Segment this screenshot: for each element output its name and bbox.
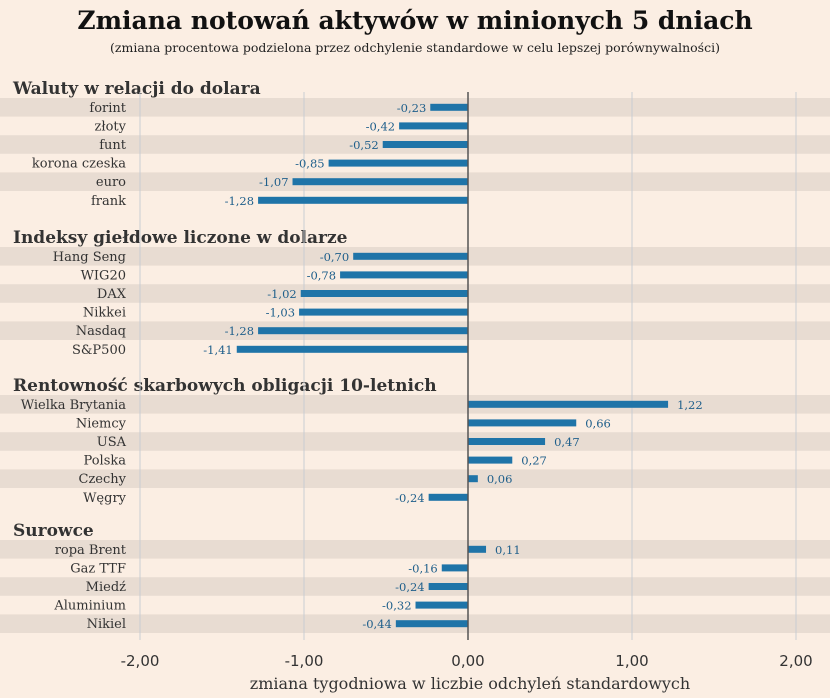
bar — [395, 620, 468, 628]
category-label: Węgry — [83, 491, 127, 506]
bar — [328, 159, 468, 167]
bar — [236, 345, 468, 353]
value-label: -0,16 — [408, 561, 438, 575]
category-label: funt — [99, 138, 127, 153]
row-band — [0, 98, 830, 117]
bar — [468, 545, 487, 553]
category-label: Miedź — [86, 580, 126, 595]
bar — [430, 103, 468, 111]
value-label: -1,03 — [266, 306, 296, 320]
bar — [428, 583, 468, 590]
bar — [399, 122, 468, 130]
bar — [292, 178, 468, 186]
bar — [415, 601, 468, 609]
category-label: WIG20 — [81, 268, 126, 283]
value-label: -0,70 — [320, 250, 350, 264]
category-label: Polska — [83, 454, 126, 469]
bar — [258, 196, 468, 204]
value-label: -0,42 — [366, 119, 396, 133]
row-band — [0, 540, 830, 559]
bar — [441, 564, 468, 572]
value-label: -0,24 — [395, 491, 425, 505]
value-label: -0,32 — [382, 599, 412, 613]
group-heading: Surowce — [13, 521, 94, 541]
group-heading: Waluty w relacji do dolara — [12, 79, 261, 99]
value-label: -0,24 — [395, 580, 425, 594]
bar — [428, 493, 468, 501]
category-label: euro — [96, 175, 126, 190]
category-label: Gaz TTF — [70, 561, 126, 576]
row-band — [0, 469, 830, 488]
category-label: Aluminium — [53, 599, 126, 614]
bar — [299, 308, 468, 316]
bar — [468, 475, 478, 483]
x-tick-label: 0,00 — [451, 652, 484, 670]
x-tick-label: -2,00 — [121, 652, 160, 670]
value-label: 0,66 — [585, 416, 611, 430]
bar — [468, 438, 546, 445]
category-label: korona czeska — [32, 157, 126, 172]
category-label: Hang Seng — [53, 250, 126, 265]
x-axis-label: zmiana tygodniowa w liczbie odchyleń sta… — [249, 674, 691, 693]
value-label: -1,28 — [225, 324, 255, 338]
x-tick-label: -1,00 — [285, 652, 324, 670]
row-band — [0, 432, 830, 451]
x-tick-label: 1,00 — [615, 652, 648, 670]
row-band — [0, 577, 830, 596]
category-label: USA — [97, 435, 127, 450]
chart-title: Zmiana notowań aktywów w minionych 5 dni… — [77, 6, 753, 35]
chart-subtitle: (zmiana procentowa podzielona przez odch… — [110, 40, 720, 55]
value-label: 0,27 — [521, 454, 547, 468]
value-label: -0,23 — [397, 101, 427, 115]
category-label: Wielka Brytania — [21, 398, 127, 413]
category-label: S&P500 — [72, 343, 126, 358]
category-label: frank — [91, 194, 126, 209]
row-band — [0, 395, 830, 414]
category-label: Czechy — [79, 472, 127, 487]
bar — [340, 271, 468, 279]
value-label: -1,02 — [267, 287, 297, 301]
value-label: -1,07 — [259, 175, 289, 189]
bar — [468, 456, 513, 464]
group-heading: Indeksy giełdowe liczone w dolarze — [13, 228, 348, 248]
value-label: -0,52 — [349, 138, 379, 152]
value-label: 0,06 — [487, 472, 513, 486]
value-label: 1,22 — [677, 398, 703, 412]
category-label: DAX — [97, 287, 127, 302]
value-label: -0,85 — [295, 157, 325, 171]
value-label: -1,41 — [203, 343, 233, 357]
x-tick-label: 2,00 — [779, 652, 812, 670]
category-label: ropa Brent — [55, 543, 127, 558]
value-label: -1,28 — [225, 194, 255, 208]
bar — [300, 290, 468, 297]
value-label: -0,44 — [362, 617, 392, 631]
value-label: 0,11 — [495, 543, 521, 557]
bar — [382, 141, 468, 148]
category-label: złoty — [95, 119, 127, 134]
bar — [468, 400, 669, 408]
category-label: Niemcy — [76, 416, 127, 431]
category-label: Nikiel — [87, 617, 126, 632]
bar — [353, 252, 468, 260]
value-label: 0,47 — [554, 435, 580, 449]
bar — [258, 327, 468, 335]
category-label: forint — [89, 101, 126, 116]
category-label: Nasdaq — [76, 324, 126, 339]
bar — [468, 419, 577, 427]
category-label: Nikkei — [83, 306, 126, 321]
group-heading: Rentowność skarbowych obligacji 10-letni… — [13, 376, 437, 396]
value-label: -0,78 — [307, 268, 337, 282]
